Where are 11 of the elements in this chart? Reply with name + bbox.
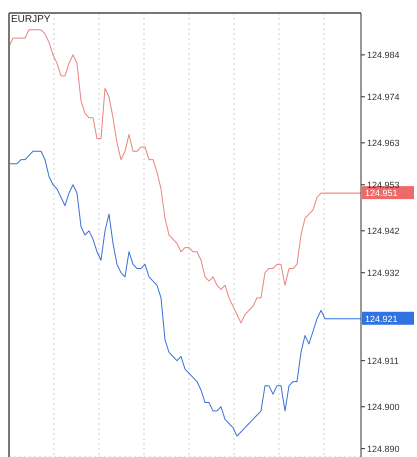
y-tick-label: 124.963 [367,138,400,148]
chart-title: EURJPY [11,14,50,25]
y-tick-label: 124.974 [367,92,400,102]
y-tick-label: 124.911 [367,356,399,366]
ref-line-label: 124.921 [365,314,398,324]
y-tick-label: 124.942 [367,226,400,236]
y-tick-label: 124.984 [367,50,400,60]
y-tick-label: 124.900 [367,402,400,412]
ref-line-label: 124.951 [365,188,398,198]
y-tick-label: 124.890 [367,444,400,454]
y-tick-label: 124.932 [367,268,400,278]
